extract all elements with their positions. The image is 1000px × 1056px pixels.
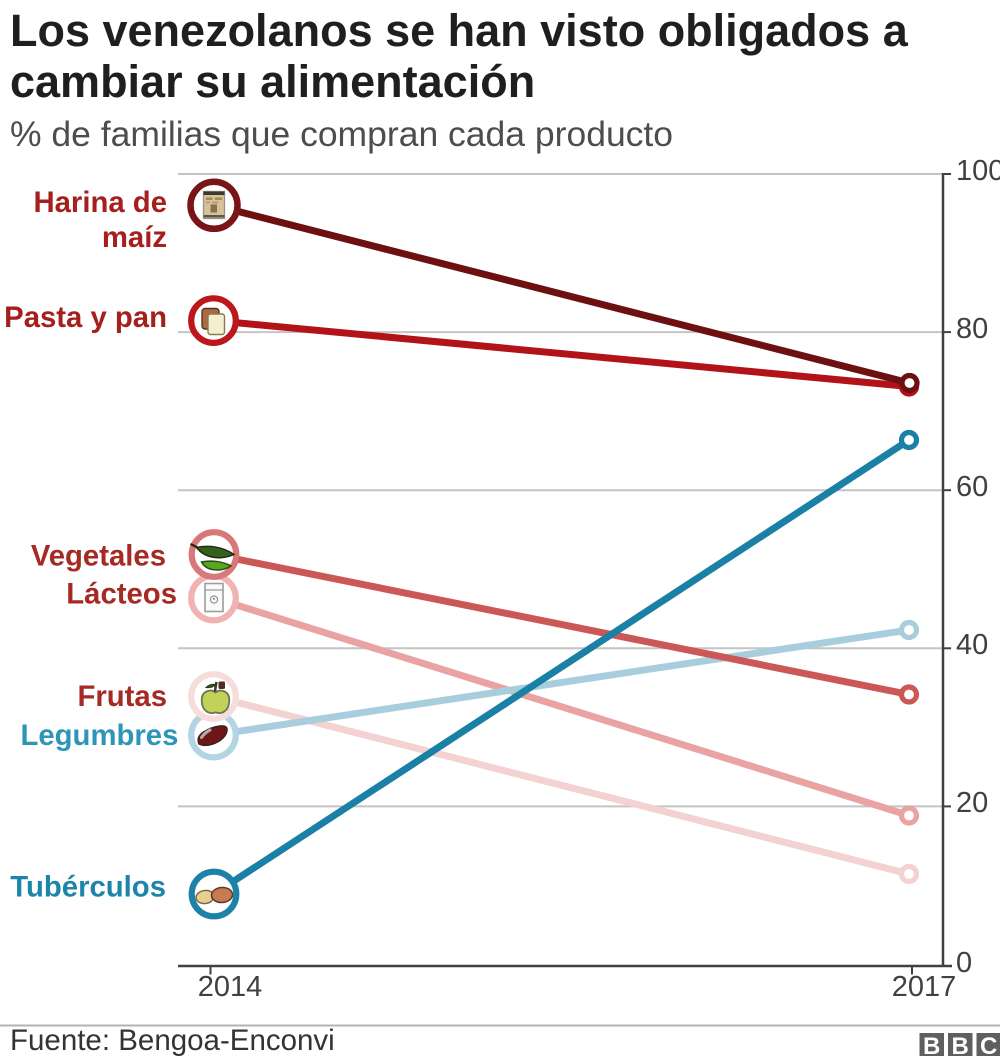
svg-text:Los venezolanos se han visto o: Los venezolanos se han visto obligados a: [10, 5, 909, 56]
svg-text:Harina de: Harina de: [33, 186, 167, 219]
svg-text:0: 0: [956, 947, 972, 979]
svg-text:% de familias que compran cada: % de familias que compran cada producto: [10, 114, 673, 154]
svg-text:60: 60: [956, 471, 988, 503]
svg-text:Legumbres: Legumbres: [20, 719, 178, 752]
svg-text:2014: 2014: [198, 971, 263, 1003]
svg-text:40: 40: [956, 629, 988, 661]
svg-text:B: B: [923, 1033, 940, 1056]
svg-text:Fuente: Bengoa-Enconvi: Fuente: Bengoa-Enconvi: [10, 1024, 335, 1056]
svg-text:Tubérculos: Tubérculos: [10, 870, 166, 903]
svg-text:Pasta y pan: Pasta y pan: [4, 301, 167, 334]
svg-text:Frutas: Frutas: [77, 680, 167, 713]
svg-text:maíz: maíz: [102, 221, 167, 254]
svg-text:C: C: [980, 1033, 997, 1056]
svg-text:80: 80: [956, 313, 988, 345]
svg-text:2017: 2017: [892, 971, 957, 1003]
svg-text:Vegetales: Vegetales: [31, 540, 166, 573]
svg-text:100: 100: [956, 155, 1000, 187]
svg-text:Lácteos: Lácteos: [66, 578, 177, 611]
svg-text:cambiar su alimentación: cambiar su alimentación: [10, 56, 535, 107]
svg-text:B: B: [952, 1033, 969, 1056]
svg-text:20: 20: [956, 787, 988, 819]
